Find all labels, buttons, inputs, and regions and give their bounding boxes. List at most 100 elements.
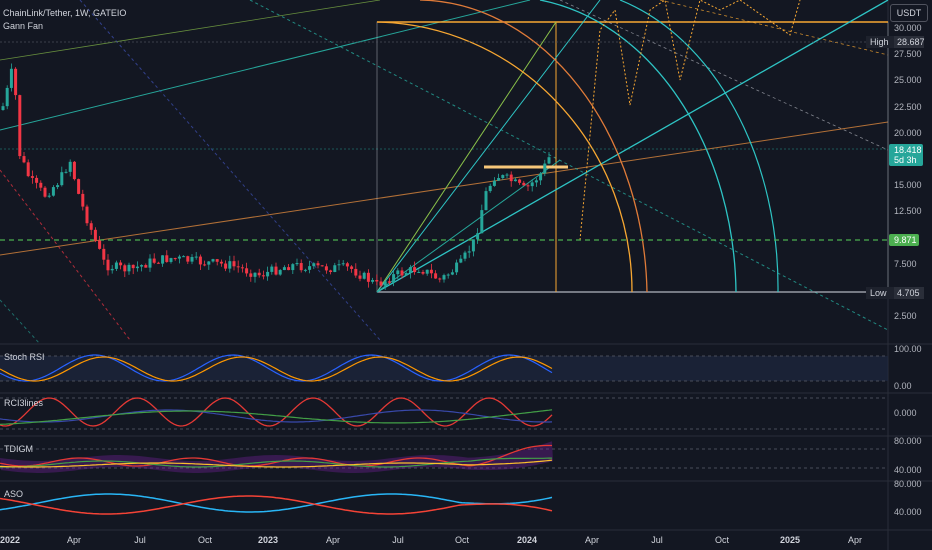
- candle-body: [455, 262, 459, 273]
- gann-fan[interactable]: [376, 0, 889, 293]
- candle-body: [488, 185, 492, 192]
- currency-button[interactable]: USDT: [890, 4, 928, 22]
- candle-body: [287, 267, 291, 271]
- tdi-axis-top: 80.000: [894, 436, 922, 446]
- candle-body: [114, 262, 118, 269]
- candle-body: [295, 263, 299, 265]
- stoch-rsi-label[interactable]: Stoch RSI: [4, 352, 45, 362]
- candle-body: [299, 263, 303, 271]
- aso-pane: [0, 493, 553, 515]
- candle-body: [127, 264, 131, 272]
- candle-body: [152, 258, 156, 263]
- candle-body: [224, 263, 228, 269]
- time-axis-label: 2023: [257, 535, 279, 545]
- candle-body: [211, 259, 215, 262]
- candle-body: [219, 261, 223, 264]
- candle-body: [547, 157, 551, 164]
- rci-label[interactable]: RCI3lines: [4, 398, 44, 408]
- time-axis-label: Oct: [454, 535, 470, 545]
- candle-body: [169, 258, 173, 262]
- high-label: High: [870, 37, 889, 47]
- bar-countdown: 5d 3h: [894, 155, 917, 165]
- candle-body: [236, 266, 240, 268]
- candle-body: [337, 264, 341, 266]
- rci-axis-mid: 0.000: [894, 408, 917, 418]
- candle-body: [81, 193, 85, 207]
- candle-body: [320, 265, 324, 267]
- rci-pane: [0, 397, 888, 430]
- candle-body: [135, 266, 139, 269]
- price-axis-label: 25.000: [894, 75, 922, 86]
- candle-body: [446, 274, 450, 276]
- tdi-label[interactable]: TDIGM: [4, 444, 33, 454]
- candle-body: [413, 267, 417, 273]
- candle-body: [505, 174, 509, 176]
- candle-body: [14, 68, 18, 96]
- candle-body: [119, 262, 123, 266]
- aso-label[interactable]: ASO: [4, 489, 24, 499]
- gann-fan-label[interactable]: Gann Fan: [3, 21, 44, 31]
- candle-body: [198, 256, 202, 265]
- candle-body: [190, 257, 194, 262]
- candle-body: [526, 185, 530, 187]
- candle-body: [303, 269, 307, 271]
- candle-body: [18, 95, 22, 157]
- candle-body: [522, 182, 526, 186]
- candle-body: [350, 266, 354, 269]
- candle-body: [64, 171, 68, 173]
- candle-body: [60, 172, 64, 186]
- price-tag-boxes: [866, 36, 924, 299]
- candle-body: [177, 256, 181, 259]
- candle-body: [400, 270, 404, 276]
- candle-body: [39, 182, 43, 188]
- time-axis-label: Jul: [651, 535, 663, 545]
- candle-body: [358, 275, 362, 279]
- candle-body: [102, 248, 106, 260]
- candle-body: [392, 274, 396, 283]
- candle-body: [291, 264, 295, 271]
- candle-body: [270, 266, 274, 272]
- level-price: 9.871: [894, 235, 917, 245]
- candle-body: [148, 258, 152, 268]
- candle-body: [375, 279, 379, 282]
- time-axis-label: 2025: [779, 535, 801, 545]
- candle-body: [371, 279, 375, 282]
- candle-body: [429, 269, 433, 274]
- time-axis-label: 2022: [0, 535, 21, 545]
- candle-body: [9, 68, 13, 88]
- candle-body: [131, 264, 135, 269]
- candle-body: [434, 273, 438, 279]
- candle-body: [476, 233, 480, 240]
- candle-body: [278, 270, 282, 275]
- candle-body: [442, 275, 446, 280]
- candle-body: [240, 267, 244, 269]
- candle-body: [47, 195, 51, 197]
- time-axis-label: Apr: [325, 535, 341, 545]
- aso-axis-top: 80.000: [894, 479, 922, 489]
- candle-body: [316, 263, 320, 266]
- candle-body: [341, 263, 345, 265]
- time-axis-label: Oct: [714, 535, 730, 545]
- candle-body: [156, 262, 160, 264]
- price-axis-label: 27.500: [894, 49, 922, 60]
- candle-body: [518, 179, 522, 183]
- candle-body: [324, 266, 328, 271]
- candle-body: [182, 256, 186, 258]
- candle-body: [471, 239, 475, 252]
- price-axis-label: 2.500: [894, 311, 917, 321]
- candle-body: [26, 162, 30, 177]
- candle-body: [249, 273, 253, 277]
- candle-body: [215, 259, 219, 262]
- candle-body: [261, 275, 265, 277]
- candle-body: [366, 272, 370, 282]
- candle-body: [106, 259, 110, 271]
- price-axis-label: 7.500: [894, 258, 917, 269]
- stoch-axis-bottom: 0.00: [894, 381, 912, 391]
- symbol-title: ChainLink/Tether, 1W, GATEIO: [3, 8, 127, 18]
- candle-body: [77, 179, 81, 194]
- candle-body: [56, 185, 60, 188]
- candle-body: [274, 266, 278, 275]
- candle-body: [484, 191, 488, 211]
- candle-body: [30, 176, 34, 178]
